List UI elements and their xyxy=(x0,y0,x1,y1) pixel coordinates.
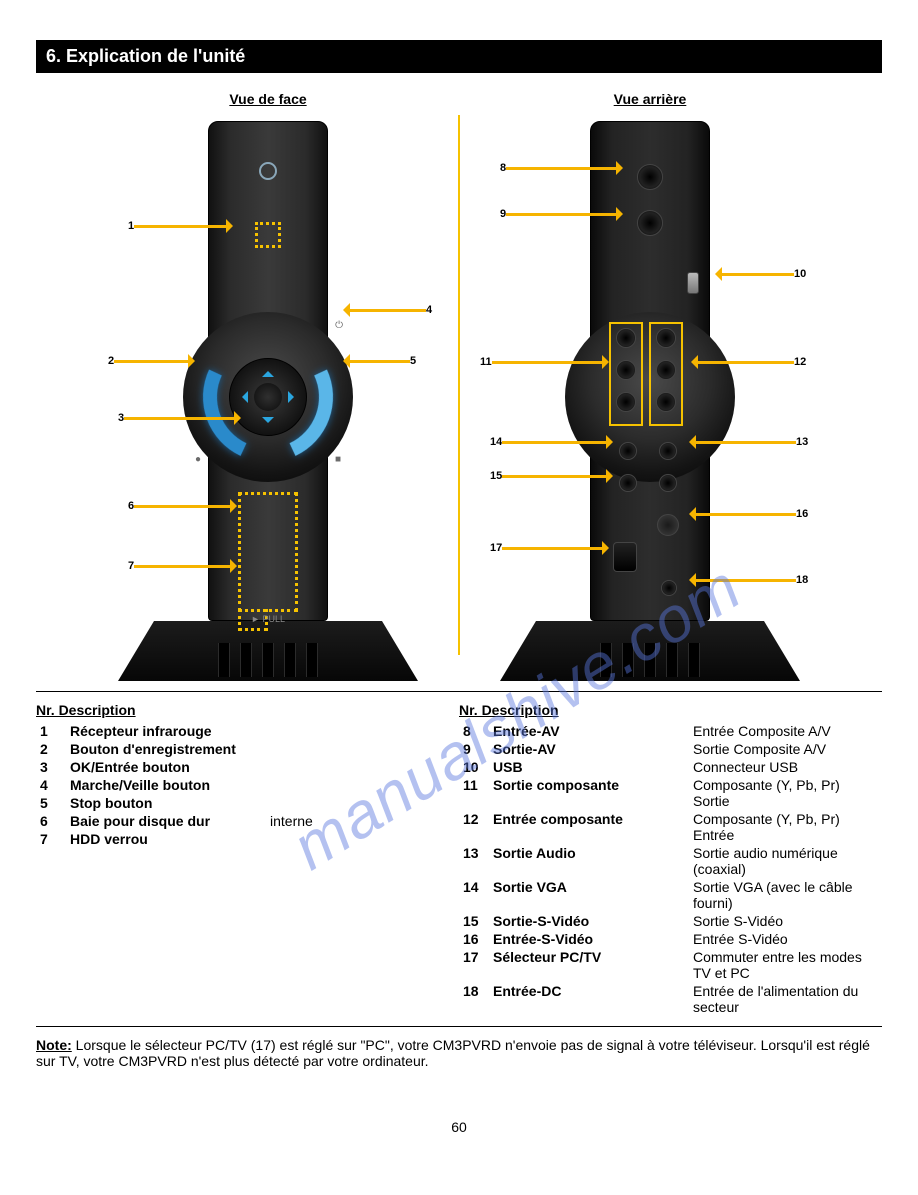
dc-in-port-icon xyxy=(661,580,677,596)
divider-line-2 xyxy=(36,1026,882,1027)
desc-head-right: Nr. Description xyxy=(459,702,882,718)
table-row: 10USBConnecteur USB xyxy=(459,758,882,776)
note-label: Note: xyxy=(36,1037,72,1053)
table-row: 13Sortie AudioSortie audio numérique (co… xyxy=(459,844,882,878)
audio-out-port-icon xyxy=(619,442,637,460)
table-row: 17Sélecteur PC/TVCommuter entre les mode… xyxy=(459,948,882,982)
page-number: 60 xyxy=(36,1119,882,1135)
front-panel: Vue de face xyxy=(78,91,458,681)
table-row: 3OK/Entrée bouton xyxy=(36,758,459,776)
brand-logo-icon xyxy=(259,162,277,180)
table-row: 1Récepteur infrarouge xyxy=(36,722,459,740)
callout-10: 10 xyxy=(708,267,806,281)
usb-port-icon xyxy=(687,272,699,294)
callout-5: 5 xyxy=(336,354,416,368)
table-row: 5Stop bouton xyxy=(36,794,459,812)
callout-9: 9 xyxy=(500,207,630,221)
table-row: 12Entrée composanteComposante (Y, Pb, Pr… xyxy=(459,810,882,844)
callout-14: 14 xyxy=(490,435,620,449)
comp-pr-out-icon xyxy=(616,392,636,412)
power-glyph-icon: ⏻ xyxy=(335,320,343,331)
callout-12: 12 xyxy=(684,355,806,369)
table-row: 8Entrée-AVEntrée Composite A/V xyxy=(459,722,882,740)
stop-glyph-icon: ■ xyxy=(335,454,341,465)
desc-table-left: 1Récepteur infrarouge2Bouton d'enregistr… xyxy=(36,722,459,848)
hdd-bay-marker xyxy=(238,492,298,612)
table-row: 7HDD verrou xyxy=(36,830,459,848)
pc-tv-switch-icon xyxy=(613,542,637,572)
vga-out-port-icon xyxy=(659,442,677,460)
svideo-round-icon xyxy=(657,514,679,536)
table-row: 15Sortie-S-VidéoSortie S-Vidéo xyxy=(459,912,882,930)
ir-receiver-marker xyxy=(255,222,281,248)
callout-4: 4 xyxy=(336,303,432,317)
svideo-in-port-icon xyxy=(659,474,677,492)
table-row: 14Sortie VGASortie VGA (avec le câble fo… xyxy=(459,878,882,912)
rear-title: Vue arrière xyxy=(460,91,840,107)
callout-16: 16 xyxy=(682,507,808,521)
av-in-port-icon xyxy=(637,164,663,190)
callout-1: 1 xyxy=(128,219,240,233)
table-row: 2Bouton d'enregistrement xyxy=(36,740,459,758)
table-row: 16Entrée-S-VidéoEntrée S-Vidéo xyxy=(459,930,882,948)
table-row: 11Sortie composanteComposante (Y, Pb, Pr… xyxy=(459,776,882,810)
callout-8: 8 xyxy=(500,161,630,175)
callout-2: 2 xyxy=(108,354,202,368)
comp-y-out-icon xyxy=(616,328,636,348)
note-block: Note: Lorsque le sélecteur PC/TV (17) es… xyxy=(36,1037,882,1069)
svideo-out-port-icon xyxy=(619,474,637,492)
table-row: 6Baie pour disque durinterne xyxy=(36,812,459,830)
comp-pb-out-icon xyxy=(616,360,636,380)
av-out-port-icon xyxy=(637,210,663,236)
section-bar: 6. Explication de l'unité xyxy=(36,40,882,73)
callout-17: 17 xyxy=(490,541,616,555)
divider-line-1 xyxy=(36,691,882,692)
description-block: Nr. Description 1Récepteur infrarouge2Bo… xyxy=(36,702,882,1016)
desc-head-left: Nr. Description xyxy=(36,702,459,718)
callout-11: 11 xyxy=(480,355,616,369)
callout-7: 7 xyxy=(128,559,244,573)
callout-3: 3 xyxy=(118,411,248,425)
pull-label: ► PULL xyxy=(251,614,285,624)
diagram-row: Vue de face xyxy=(36,91,882,681)
rear-panel: Vue arrière xyxy=(460,91,840,681)
callout-6: 6 xyxy=(128,499,244,513)
table-row: 4Marche/Veille bouton xyxy=(36,776,459,794)
desc-table-right: 8Entrée-AVEntrée Composite A/V9Sortie-AV… xyxy=(459,722,882,1016)
callout-15: 15 xyxy=(490,469,620,483)
record-glyph-icon: ● xyxy=(195,454,201,465)
note-text: Lorsque le sélecteur PC/TV (17) est régl… xyxy=(36,1037,870,1069)
front-title: Vue de face xyxy=(78,91,458,107)
callout-18: 18 xyxy=(682,573,808,587)
device-front: ⏻ ● ■ ► PULL xyxy=(208,121,328,621)
comp-pr-in-icon xyxy=(656,392,676,412)
ok-button-icon xyxy=(254,383,282,411)
table-row: 18Entrée-DCEntrée de l'alimentation du s… xyxy=(459,982,882,1016)
document-page: manualshive.com 6. Explication de l'unit… xyxy=(0,0,918,1195)
control-ring xyxy=(203,332,333,462)
table-row: 9Sortie-AVSortie Composite A/V xyxy=(459,740,882,758)
comp-pb-in-icon xyxy=(656,360,676,380)
callout-13: 13 xyxy=(682,435,808,449)
comp-y-in-icon xyxy=(656,328,676,348)
